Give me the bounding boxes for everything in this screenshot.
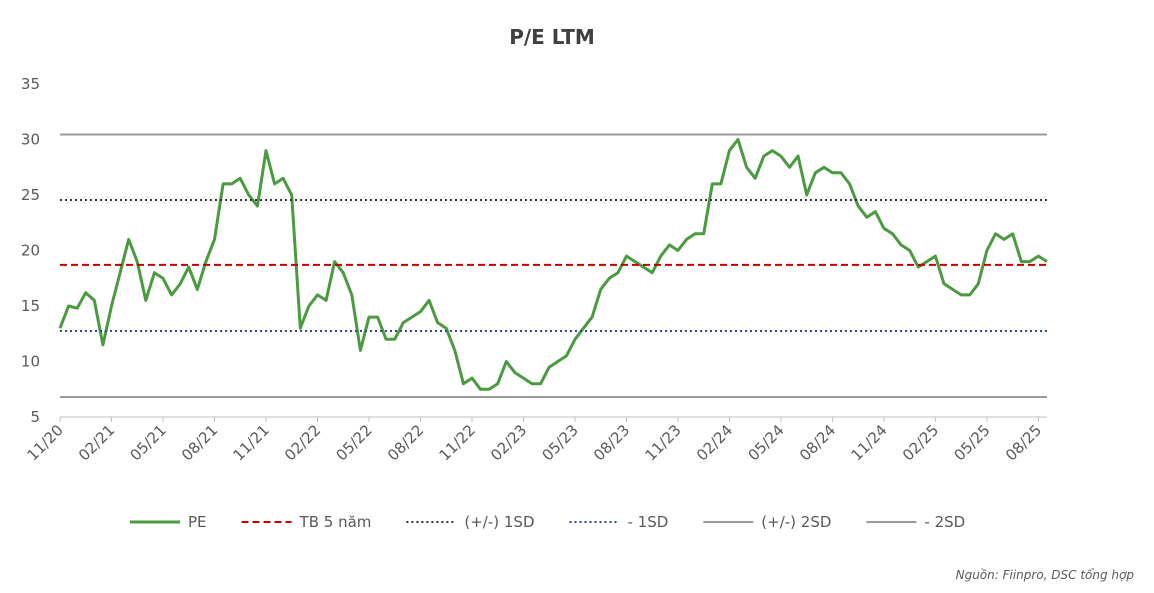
legend-label: (+/-) 1SD <box>464 513 534 531</box>
x-tick-label: 05/24 <box>744 421 787 464</box>
x-tick-label: 11/20 <box>24 421 67 464</box>
y-tick-label: 25 <box>21 186 40 204</box>
x-tick-label: 11/23 <box>641 421 684 464</box>
x-tick-label: 05/22 <box>333 421 376 464</box>
x-tick-label: 11/21 <box>230 421 273 464</box>
x-tick-label: 11/24 <box>847 421 890 464</box>
x-tick-label: 02/22 <box>281 421 324 464</box>
legend-label: (+/-) 2SD <box>761 513 831 531</box>
y-tick-label: 5 <box>30 408 40 426</box>
x-tick-label: 08/25 <box>1002 421 1045 464</box>
x-tick-label: 11/22 <box>435 421 478 464</box>
pe-line <box>58 138 1048 391</box>
y-tick-label: 35 <box>21 75 40 93</box>
x-tick-label: 05/23 <box>538 421 581 464</box>
x-tick-label: 08/21 <box>178 421 221 464</box>
y-tick-label: 15 <box>21 297 40 315</box>
x-tick-label: 08/24 <box>796 421 839 464</box>
chart-title: P/E LTM <box>509 25 595 49</box>
source-note: Nguồn: Fiinpro, DSC tổng hợp <box>956 568 1135 582</box>
y-tick-label: 20 <box>21 242 40 260</box>
x-tick-label: 08/23 <box>590 421 633 464</box>
x-tick-label: 02/21 <box>75 421 118 464</box>
legend-label: PE <box>188 513 207 531</box>
x-tick-label: 08/22 <box>384 421 427 464</box>
x-tick-label: 02/23 <box>487 421 530 464</box>
x-tick-label: 02/25 <box>899 421 942 464</box>
x-tick-label: 02/24 <box>693 421 736 464</box>
legend-label: TB 5 năm <box>299 513 372 531</box>
y-tick-label: 30 <box>21 131 40 149</box>
legend-label: - 1SD <box>628 513 669 531</box>
x-tick-label: 05/25 <box>950 421 993 464</box>
y-tick-label: 10 <box>21 353 40 371</box>
x-tick-label: 05/21 <box>127 421 170 464</box>
legend-label: - 2SD <box>924 513 965 531</box>
